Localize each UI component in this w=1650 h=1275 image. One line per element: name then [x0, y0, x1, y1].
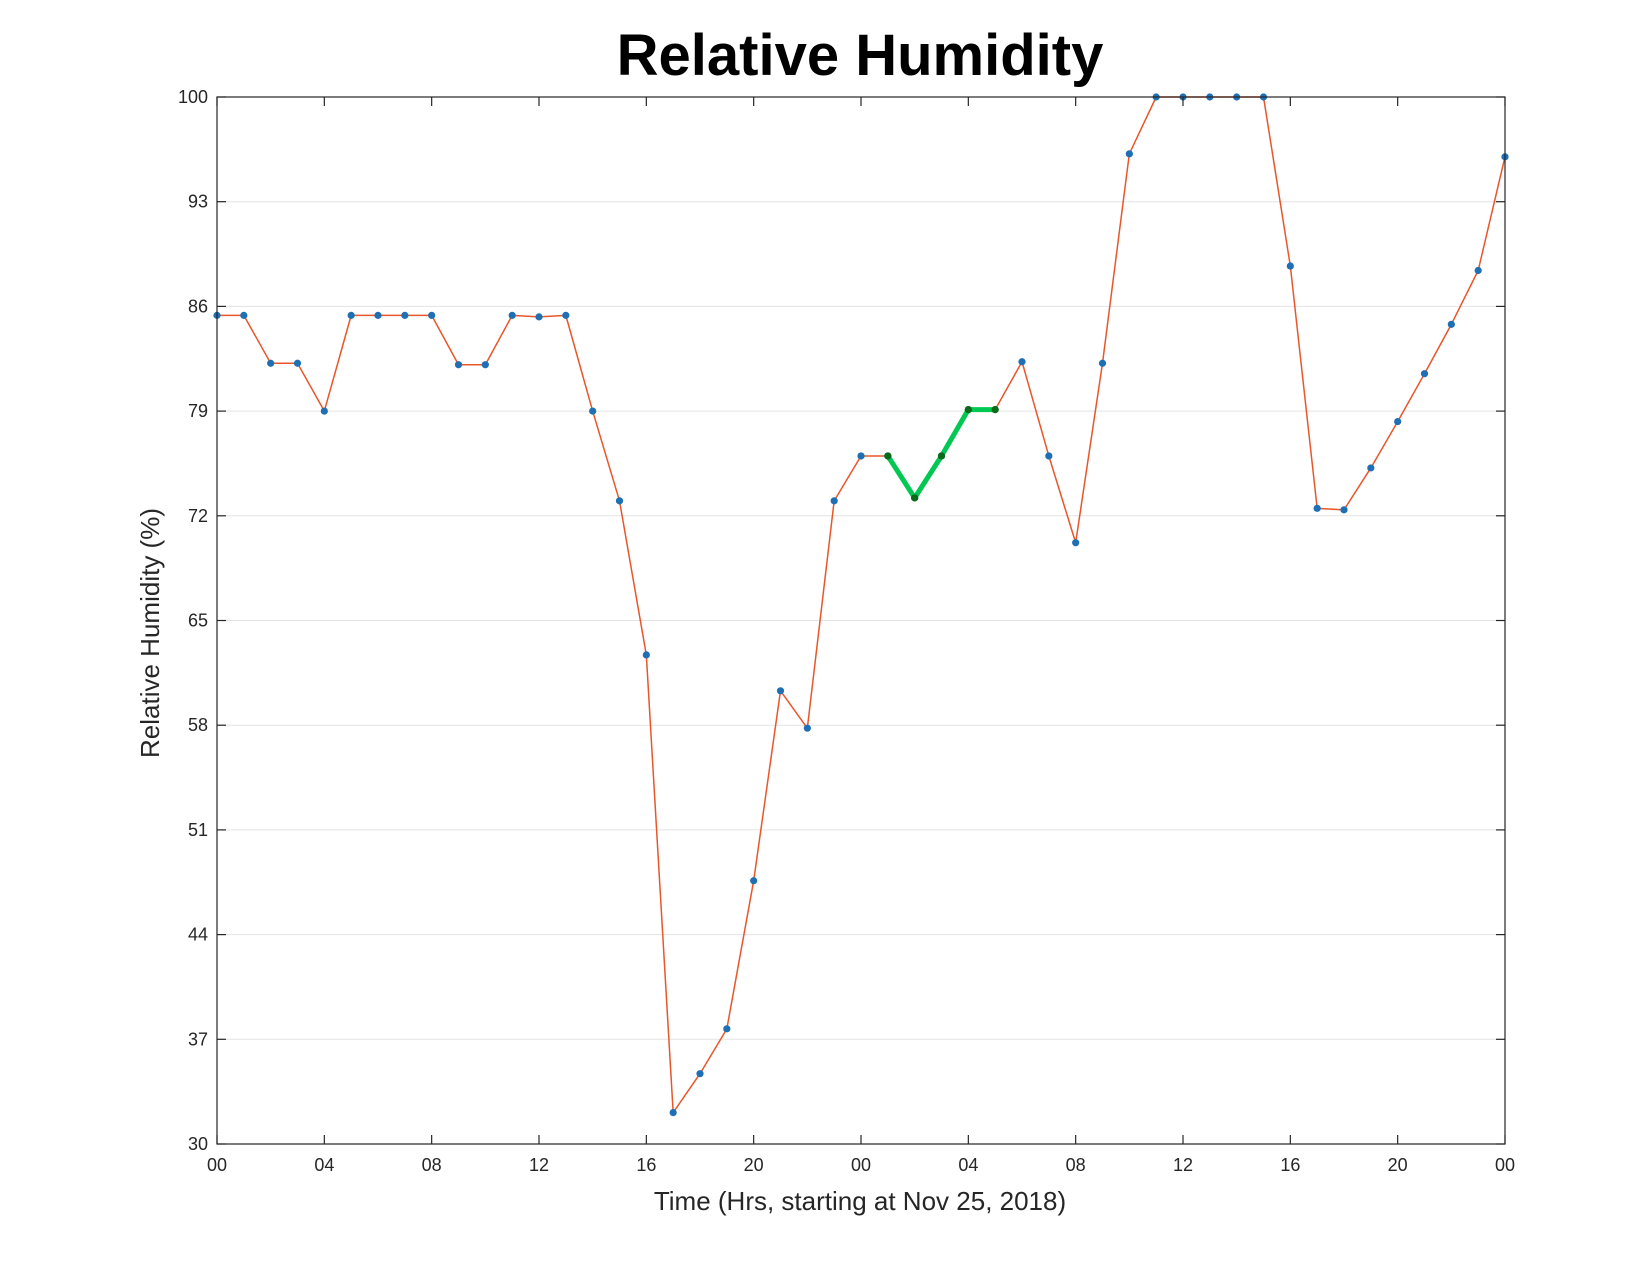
y-tick-label: 58	[188, 715, 208, 735]
data-point	[723, 1025, 731, 1033]
data-point	[428, 311, 436, 319]
x-tick-label: 00	[851, 1155, 871, 1175]
highlight-data-point	[911, 494, 919, 502]
data-point	[401, 311, 409, 319]
data-point	[347, 311, 355, 319]
data-point	[1072, 539, 1080, 547]
y-tick-label: 51	[188, 820, 208, 840]
data-point	[374, 311, 382, 319]
y-axis-label: Relative Humidity (%)	[135, 508, 165, 758]
data-point	[508, 311, 516, 319]
data-point	[293, 359, 302, 367]
x-tick-label: 08	[1066, 1155, 1086, 1175]
data-point	[830, 497, 838, 505]
data-point	[1420, 370, 1429, 378]
data-point	[803, 724, 811, 732]
ticks-layer: 30 37 44 51 58 65 72 79 86 93 100 00 04 08 12 16 20 00 04 0…	[178, 87, 1515, 1175]
highlight-data-point	[937, 452, 946, 460]
data-point	[1045, 452, 1053, 460]
data-point	[454, 361, 463, 369]
x-tick-label: 12	[1173, 1155, 1193, 1175]
x-tick-label: 08	[422, 1155, 442, 1175]
x-axis-label: Time (Hrs, starting at Nov 25, 2018)	[654, 1186, 1066, 1216]
data-point	[481, 361, 489, 369]
highlight-data-point	[964, 406, 972, 414]
data-point	[1286, 262, 1294, 270]
data-point	[1098, 359, 1107, 367]
data-point	[1125, 150, 1133, 158]
data-point	[1313, 504, 1321, 512]
highlight-data-point	[991, 406, 999, 414]
data-point	[696, 1070, 704, 1078]
series-layer	[213, 93, 1509, 1117]
highlight-data-point	[884, 452, 892, 460]
data-point	[562, 311, 570, 319]
data-point	[240, 311, 248, 319]
data-point	[750, 877, 758, 885]
y-tick-label: 79	[188, 401, 208, 421]
y-tick-label: 30	[188, 1134, 208, 1154]
data-point	[857, 452, 865, 460]
chart-title: Relative Humidity	[617, 23, 1104, 88]
data-point	[776, 687, 785, 695]
data-point	[320, 407, 328, 415]
x-tick-label: 20	[744, 1155, 764, 1175]
x-tick-label: 04	[314, 1155, 334, 1175]
data-point	[669, 1108, 677, 1117]
data-point	[615, 497, 624, 505]
data-point	[589, 407, 597, 415]
y-tick-label: 44	[188, 925, 208, 945]
x-tick-label: 00	[207, 1155, 227, 1175]
x-tick-label: 00	[1495, 1155, 1515, 1175]
y-tick-label: 93	[188, 192, 208, 212]
x-tick-label: 16	[1280, 1155, 1300, 1175]
data-point	[1340, 506, 1348, 514]
y-tick-label: 65	[188, 611, 208, 631]
data-point	[1018, 358, 1026, 366]
data-point	[267, 359, 275, 367]
x-tick-label: 20	[1388, 1155, 1408, 1175]
data-point	[1367, 464, 1375, 472]
x-tick-label: 16	[636, 1155, 656, 1175]
x-tick-label: 04	[958, 1155, 978, 1175]
data-point	[642, 651, 650, 659]
data-point	[535, 313, 543, 321]
data-point	[1394, 417, 1402, 426]
data-point	[1474, 266, 1482, 275]
x-tick-label: 12	[529, 1155, 549, 1175]
y-tick-label: 37	[188, 1029, 208, 1049]
y-tick-label: 86	[188, 296, 208, 316]
data-point	[1447, 320, 1455, 328]
y-tick-label: 72	[188, 506, 208, 526]
y-tick-label: 100	[178, 87, 208, 107]
